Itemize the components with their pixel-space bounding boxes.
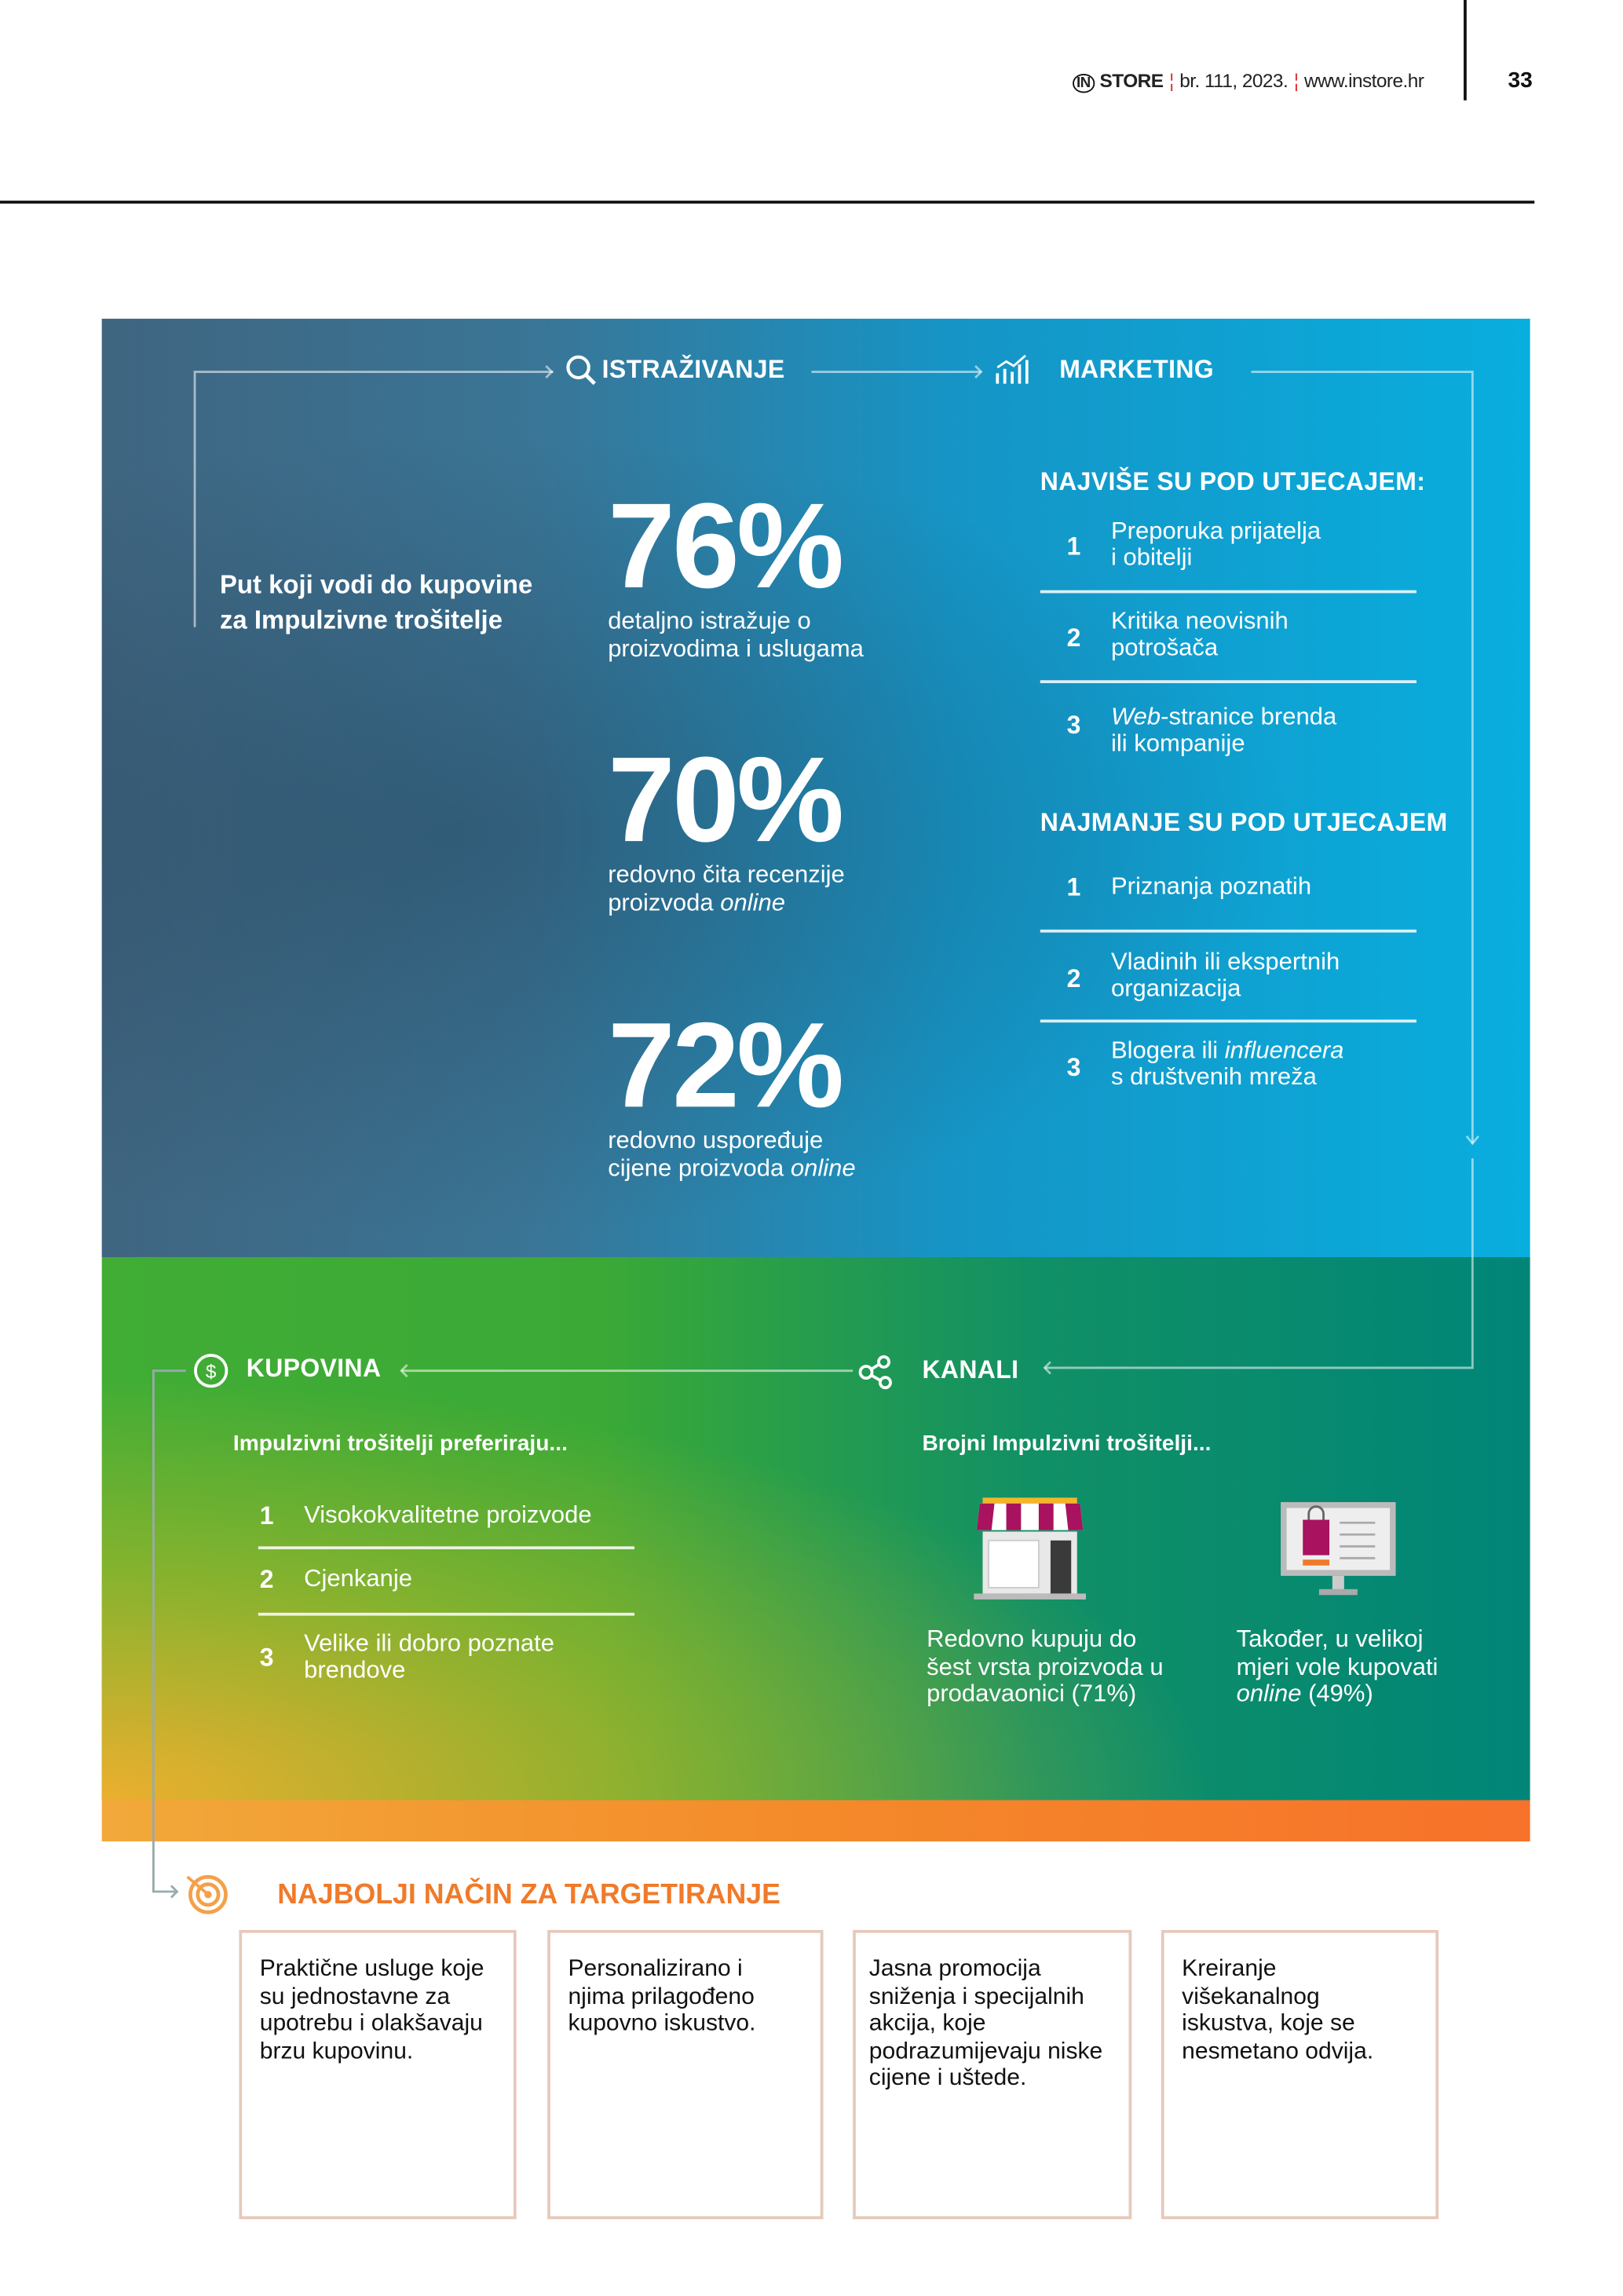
research-marketing-panel xyxy=(101,318,1530,1257)
channels-subtitle: Brojni Impulzivni trošitelji... xyxy=(922,1431,1212,1457)
intro-title: Put koji vodi do kupovine za Impulzivne t… xyxy=(219,569,533,635)
targeting-title: NAJBOLJI NAČIN ZA TARGETIRANJE xyxy=(277,1879,780,1911)
orange-band xyxy=(101,1800,1530,1842)
header-divider xyxy=(1464,0,1467,101)
stat-value: 70% xyxy=(608,733,844,868)
targeting-card: Personalizirano i njima prilagođeno kupo… xyxy=(547,1929,824,2220)
purchase-item: Cjenkanje xyxy=(304,1565,413,1592)
stat-value: 72% xyxy=(608,999,844,1134)
section-marketing: MARKETING xyxy=(1059,355,1215,384)
online-shop-monitor-icon xyxy=(1281,1501,1396,1607)
rank-number: 2 xyxy=(1066,623,1081,653)
most-influence-title: NAJVIŠE SU POD UTJECAJEM: xyxy=(1040,467,1426,496)
targeting-card: Praktične usluge koje su jednostavne za … xyxy=(239,1929,517,2220)
section-research: ISTRAŽIVANJE xyxy=(601,355,785,384)
divider xyxy=(1040,1019,1416,1022)
divider xyxy=(1040,590,1416,593)
brand: STORE xyxy=(1099,69,1164,92)
online-shopping-text: Također, u velikoj mjeri vole kupovati onl… xyxy=(1236,1625,1438,1708)
purchase-subtitle: Impulzivni trošitelji preferiraju... xyxy=(232,1431,568,1457)
targeting-card: Jasna promocija sniženja i specijalnih a… xyxy=(853,1929,1132,2220)
in-logo-icon: IN xyxy=(1072,73,1095,93)
rank-number: 1 xyxy=(1066,532,1081,561)
header-rule xyxy=(0,200,1535,204)
targeting-card: Kreiranje višekanalnog iskustva, koje se… xyxy=(1161,1929,1439,2220)
connector-channels xyxy=(1044,1158,1474,1369)
least-influence-item: Priznanja poznatih xyxy=(1110,873,1312,901)
dollar-coin-icon: $ xyxy=(193,1353,228,1395)
rank-number: 1 xyxy=(1066,873,1081,902)
storefront-icon xyxy=(974,1496,1087,1610)
rank-number: 2 xyxy=(259,1565,274,1594)
issue: br. 111, 2023. xyxy=(1179,69,1289,92)
divider xyxy=(1040,929,1416,932)
least-influence-item: Vladinih ili ekspertnih organizacija xyxy=(1110,949,1340,1002)
rank-number: 3 xyxy=(259,1643,274,1673)
search-icon xyxy=(565,354,598,394)
rank-number: 1 xyxy=(259,1501,274,1530)
connector-targeting xyxy=(152,1369,186,1899)
divider xyxy=(258,1546,635,1549)
stat-72: 72% redovno uspoređuje cijene proizvoda on… xyxy=(608,999,856,1183)
target-icon xyxy=(185,1871,232,1926)
connector-marketing-down xyxy=(1251,371,1474,1144)
stat-desc: detaljno istražuje o proizvodima i usluga… xyxy=(608,608,864,663)
section-purchase: KUPOVINA xyxy=(246,1355,382,1383)
svg-text:$: $ xyxy=(206,1362,217,1383)
stat-76: 76% detaljno istražuje o proizvodima i usl… xyxy=(608,479,864,664)
divider xyxy=(1040,680,1416,683)
least-influence-title: NAJMANJE SU POD UTJECAJEM xyxy=(1040,808,1448,837)
purchase-item: Velike ili dobro poznate brendove xyxy=(304,1630,554,1684)
stat-desc: redovno uspoređuje cijene proizvoda onlin… xyxy=(608,1127,856,1183)
most-influence-item: Preporuka prijatelja i obitelji xyxy=(1110,517,1321,572)
divider xyxy=(258,1612,635,1615)
stat-desc: redovno čita recenzije proizvoda online xyxy=(608,861,845,916)
most-influence-item: Web-stranice brenda ili kompanije xyxy=(1110,704,1337,757)
stat-value: 76% xyxy=(608,479,844,614)
least-influence-item: Blogera ili influencera s društvenih mrež… xyxy=(1110,1037,1344,1091)
chart-growth-icon xyxy=(993,351,1029,393)
rank-number: 2 xyxy=(1066,964,1081,993)
connector-intro xyxy=(193,371,554,627)
most-influence-item: Kritika neovisnih potrošača xyxy=(1110,608,1289,661)
section-channels: KANALI xyxy=(922,1355,1019,1384)
stat-70: 70% redovno čita recenzije proizvoda onlin… xyxy=(608,740,845,917)
website-link[interactable]: www.instore.hr xyxy=(1304,69,1424,92)
share-nodes-icon xyxy=(857,1353,896,1398)
page-number: 33 xyxy=(1508,68,1533,93)
running-header: IN STORE ¦ br. 111, 2023. ¦ www.instore.hr xyxy=(1072,69,1424,93)
rank-number: 3 xyxy=(1066,1053,1081,1082)
purchase-item: Visokokvalitetne proizvode xyxy=(304,1501,592,1529)
rank-number: 3 xyxy=(1066,711,1081,740)
